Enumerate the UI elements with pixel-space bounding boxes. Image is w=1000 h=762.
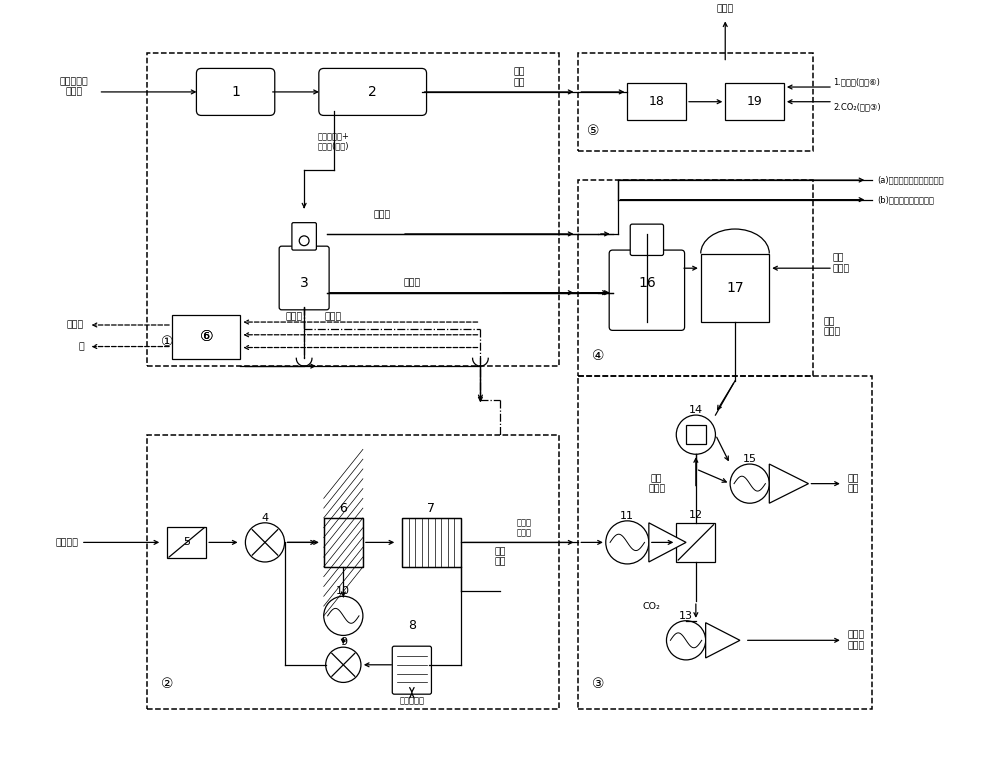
Text: 12: 12 <box>689 510 703 520</box>
Text: 2.CO₂(来自③): 2.CO₂(来自③) <box>833 102 881 111</box>
Text: 8: 8 <box>408 620 416 632</box>
Text: 水蒸气: 水蒸气 <box>67 321 84 329</box>
Text: 排放或
碳改性: 排放或 碳改性 <box>848 631 865 650</box>
Text: 14: 14 <box>689 405 703 415</box>
Text: 4: 4 <box>261 513 269 523</box>
Text: 合成
天然气: 合成 天然气 <box>823 317 840 337</box>
Text: 10: 10 <box>336 586 350 597</box>
Bar <box>725 83 784 120</box>
FancyBboxPatch shape <box>196 69 275 115</box>
Text: 电: 电 <box>78 342 84 351</box>
Bar <box>676 523 715 562</box>
Text: CO₂: CO₂ <box>643 601 661 610</box>
Text: 固体生物物
质原料: 固体生物物 质原料 <box>60 77 88 97</box>
Text: 7: 7 <box>427 501 435 514</box>
Text: 活性炭: 活性炭 <box>717 5 734 14</box>
Text: 固态
产物: 固态 产物 <box>514 68 525 87</box>
Text: 燃气
管网: 燃气 管网 <box>848 474 859 493</box>
Text: ⑥: ⑥ <box>199 329 213 344</box>
Bar <box>147 434 559 709</box>
FancyBboxPatch shape <box>392 646 431 694</box>
Text: ⑥: ⑥ <box>199 329 213 344</box>
Text: 1.水蒸气(来自⑥): 1.水蒸气(来自⑥) <box>833 78 880 87</box>
FancyBboxPatch shape <box>319 69 427 115</box>
Bar <box>686 425 706 444</box>
Text: 热解油: 热解油 <box>286 312 303 322</box>
Text: 3: 3 <box>300 276 309 290</box>
Text: 5: 5 <box>183 537 190 547</box>
Bar <box>167 527 206 558</box>
Text: 9: 9 <box>340 637 347 647</box>
Text: ④: ④ <box>592 349 604 363</box>
Bar <box>324 518 363 567</box>
Text: 1: 1 <box>231 85 240 99</box>
Bar <box>627 83 686 120</box>
Text: 液体原料: 液体原料 <box>56 538 79 547</box>
FancyBboxPatch shape <box>279 246 329 310</box>
Text: 高压
冷水: 高压 冷水 <box>494 547 506 567</box>
Text: 13: 13 <box>679 611 693 621</box>
Text: 热解油: 热解油 <box>403 278 420 287</box>
FancyBboxPatch shape <box>630 224 664 255</box>
Text: 热解油: 热解油 <box>325 312 342 322</box>
Text: 6: 6 <box>339 501 347 514</box>
Text: ③: ③ <box>592 677 604 691</box>
Polygon shape <box>769 464 808 503</box>
Text: (a)热解或改性加热用合成气: (a)热解或改性加热用合成气 <box>877 175 944 184</box>
Bar <box>402 518 461 567</box>
Text: ①: ① <box>161 335 173 349</box>
Text: (b)就近用户或掺入气网: (b)就近用户或掺入气网 <box>877 195 934 204</box>
Bar <box>172 315 240 359</box>
Bar <box>147 53 559 366</box>
Bar <box>578 376 872 709</box>
Text: 19: 19 <box>747 95 762 108</box>
Bar <box>578 53 813 151</box>
Text: 2: 2 <box>368 85 377 99</box>
Text: 合成气: 合成气 <box>374 210 391 219</box>
Text: 11: 11 <box>620 511 634 521</box>
Bar <box>402 518 461 567</box>
Polygon shape <box>649 523 686 562</box>
Text: 高温合成气+
热解油(气态): 高温合成气+ 热解油(气态) <box>318 131 349 151</box>
Text: 17: 17 <box>726 280 744 295</box>
FancyBboxPatch shape <box>292 223 316 250</box>
Polygon shape <box>706 623 740 658</box>
Text: 16: 16 <box>638 276 656 290</box>
FancyBboxPatch shape <box>609 250 685 331</box>
Text: 15: 15 <box>743 454 757 464</box>
Text: 合成
天然气: 合成 天然气 <box>833 254 850 273</box>
Text: ⑤: ⑤ <box>587 124 599 138</box>
Bar <box>701 254 769 322</box>
Text: 放水或补水: 放水或补水 <box>399 696 424 706</box>
Text: 合成
天然气: 合成 天然气 <box>648 474 665 493</box>
Text: 18: 18 <box>649 95 665 108</box>
Bar <box>578 180 813 376</box>
Text: ②: ② <box>161 677 173 691</box>
Bar <box>324 518 363 567</box>
Text: 粗合成
天然气: 粗合成 天然气 <box>517 518 532 537</box>
